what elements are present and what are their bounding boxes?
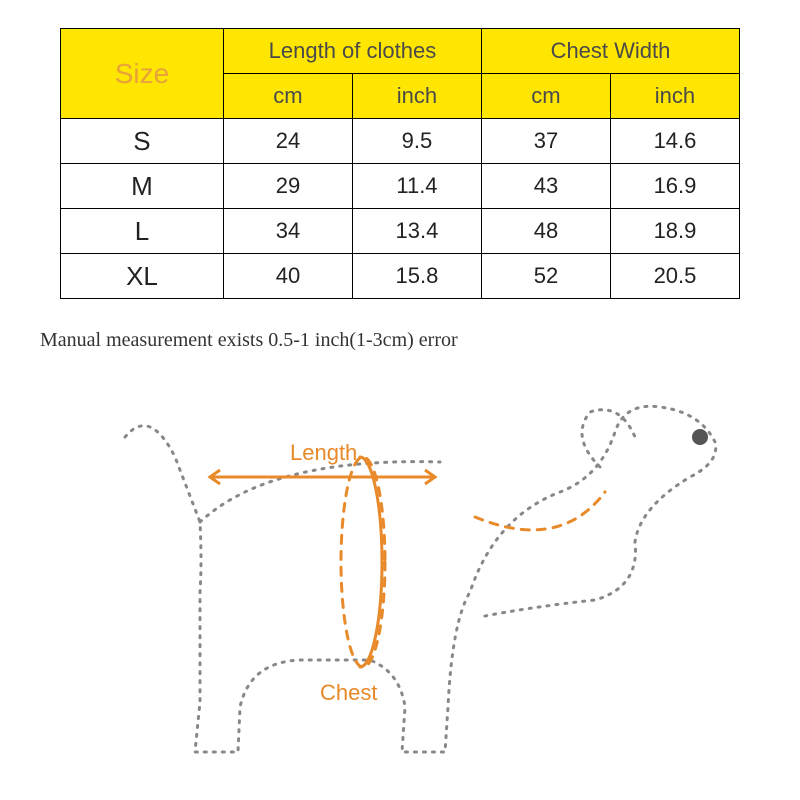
table-row: XL4015.85220.5: [61, 254, 740, 299]
value-cell: 43: [481, 164, 610, 209]
size-cell: M: [61, 164, 224, 209]
table-row: L3413.44818.9: [61, 209, 740, 254]
neck-measure-curve: [475, 492, 605, 530]
unit-header: cm: [481, 74, 610, 119]
length-label: Length: [290, 440, 357, 466]
size-header: Size: [61, 29, 224, 119]
value-cell: 14.6: [610, 119, 739, 164]
dog-eye: [692, 429, 708, 445]
dog-back-path: [200, 462, 440, 522]
value-cell: 20.5: [610, 254, 739, 299]
length-header: Length of clothes: [223, 29, 481, 74]
unit-header: inch: [352, 74, 481, 119]
value-cell: 29: [223, 164, 352, 209]
dog-outline-svg: [0, 362, 800, 792]
value-cell: 11.4: [352, 164, 481, 209]
size-cell: L: [61, 209, 224, 254]
value-cell: 24: [223, 119, 352, 164]
measurement-note: Manual measurement exists 0.5-1 inch(1-3…: [40, 329, 800, 352]
size-chart-table: Size Length of clothes Chest Width cminc…: [60, 28, 740, 299]
table-row: M2911.44316.9: [61, 164, 740, 209]
value-cell: 9.5: [352, 119, 481, 164]
dog-outline-path: [125, 406, 716, 752]
size-cell: XL: [61, 254, 224, 299]
chest-header: Chest Width: [481, 29, 739, 74]
value-cell: 18.9: [610, 209, 739, 254]
dog-ear-path: [582, 410, 635, 467]
value-cell: 15.8: [352, 254, 481, 299]
size-cell: S: [61, 119, 224, 164]
unit-header: inch: [610, 74, 739, 119]
chest-measure-back: [341, 457, 385, 667]
value-cell: 34: [223, 209, 352, 254]
unit-header: cm: [223, 74, 352, 119]
value-cell: 40: [223, 254, 352, 299]
value-cell: 13.4: [352, 209, 481, 254]
value-cell: 48: [481, 209, 610, 254]
value-cell: 37: [481, 119, 610, 164]
table-row: S249.53714.6: [61, 119, 740, 164]
value-cell: 52: [481, 254, 610, 299]
chest-label: Chest: [320, 680, 377, 706]
value-cell: 16.9: [610, 164, 739, 209]
measurement-diagram: Length Chest: [0, 362, 800, 792]
